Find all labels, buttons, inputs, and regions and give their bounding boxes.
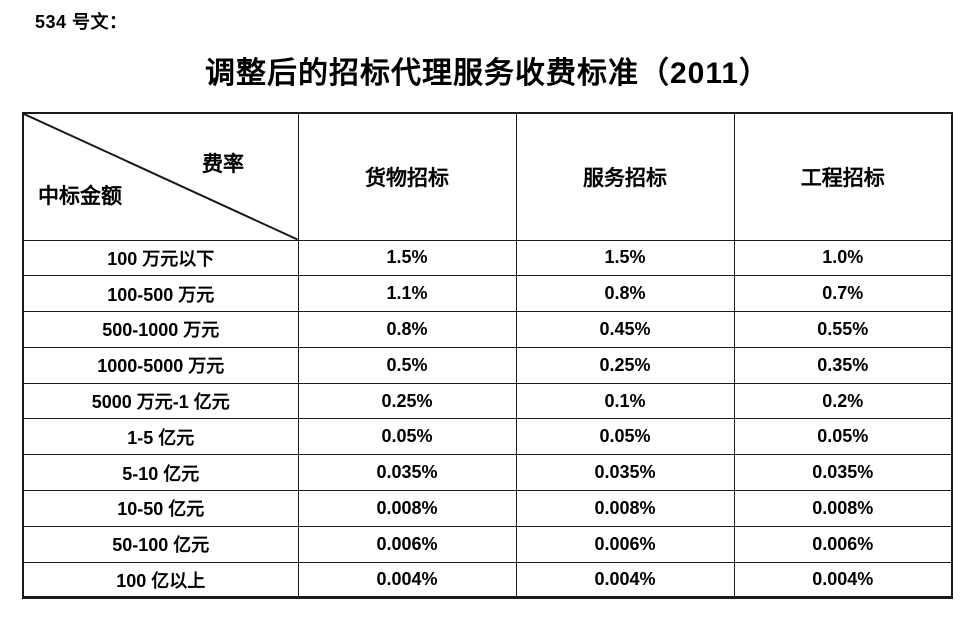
table-header: 费率 中标金额 货物招标 服务招标 工程招标 bbox=[22, 112, 953, 241]
fee-rate-cell: 0.004% bbox=[515, 561, 735, 599]
table-row: 500-1000 万元 0.8% 0.45% 0.55% bbox=[22, 311, 953, 348]
fee-rate-cell: 0.006% bbox=[515, 525, 735, 563]
fee-rate-cell: 0.55% bbox=[733, 311, 953, 348]
amount-range-cell: 10-50 亿元 bbox=[22, 490, 299, 527]
fee-rate-cell: 0.006% bbox=[733, 525, 953, 563]
fee-rate-cell: 0.008% bbox=[515, 490, 735, 527]
fee-rate-cell: 0.008% bbox=[733, 490, 953, 527]
fee-rate-cell: 0.25% bbox=[297, 382, 517, 420]
fee-rate-cell: 0.45% bbox=[515, 311, 735, 348]
fee-rate-cell: 1.5% bbox=[515, 239, 735, 277]
table-row: 50-100 亿元 0.006% 0.006% 0.006% bbox=[22, 525, 953, 563]
fee-rate-cell: 0.035% bbox=[515, 454, 735, 492]
amount-range-cell: 1-5 亿元 bbox=[22, 418, 299, 456]
fee-rate-cell: 0.004% bbox=[733, 561, 953, 599]
fee-rate-cell: 0.5% bbox=[297, 346, 517, 384]
fee-rate-cell: 0.2% bbox=[733, 382, 953, 420]
diagonal-divider-line bbox=[24, 114, 298, 240]
fee-rate-cell: 0.35% bbox=[733, 346, 953, 384]
fee-rate-cell: 0.006% bbox=[297, 525, 517, 563]
column-header-goods: 货物招标 bbox=[297, 112, 517, 241]
fee-rate-cell: 1.5% bbox=[297, 239, 517, 277]
fee-rate-cell: 0.008% bbox=[297, 490, 517, 527]
fee-rate-cell: 0.035% bbox=[733, 454, 953, 492]
amount-range-cell: 1000-5000 万元 bbox=[22, 346, 299, 384]
fee-rate-cell: 0.8% bbox=[297, 311, 517, 348]
doc-number-label: 534 号文： bbox=[35, 12, 128, 32]
amount-range-cell: 100 万元以下 bbox=[22, 239, 299, 277]
fee-rate-cell: 0.05% bbox=[515, 418, 735, 456]
table-row: 100-500 万元 1.1% 0.8% 0.7% bbox=[22, 275, 953, 313]
fee-rate-cell: 0.05% bbox=[297, 418, 517, 456]
fee-rate-cell: 0.004% bbox=[297, 561, 517, 599]
table-row: 1000-5000 万元 0.5% 0.25% 0.35% bbox=[22, 346, 953, 384]
amount-range-cell: 100-500 万元 bbox=[22, 275, 299, 313]
fee-rate-cell: 0.05% bbox=[733, 418, 953, 456]
fee-rate-cell: 1.0% bbox=[733, 239, 953, 277]
table-row: 100 万元以下 1.5% 1.5% 1.0% bbox=[22, 239, 953, 277]
fee-rate-cell: 0.1% bbox=[515, 382, 735, 420]
header-row: 费率 中标金额 货物招标 服务招标 工程招标 bbox=[22, 112, 953, 241]
fee-rate-cell: 1.1% bbox=[297, 275, 517, 313]
amount-range-cell: 5000 万元-1 亿元 bbox=[22, 382, 299, 420]
amount-range-cell: 500-1000 万元 bbox=[22, 311, 299, 348]
page-title: 调整后的招标代理服务收费标准（2011） bbox=[204, 57, 771, 90]
fee-table-body: 100 万元以下 1.5% 1.5% 1.0% 100-500 万元 1.1% 0.8% 0.… bbox=[22, 239, 953, 599]
table-row: 5000 万元-1 亿元 0.25% 0.1% 0.2% bbox=[22, 382, 953, 420]
fee-rate-cell: 0.7% bbox=[733, 275, 953, 313]
table-row: 10-50 亿元 0.008% 0.008% 0.008% bbox=[22, 490, 953, 527]
column-header-services: 服务招标 bbox=[515, 112, 735, 241]
fee-rate-cell: 0.8% bbox=[515, 275, 735, 313]
table-row: 1-5 亿元 0.05% 0.05% 0.05% bbox=[22, 418, 953, 456]
amount-range-cell: 100 亿以上 bbox=[22, 561, 299, 599]
fee-rate-table: 费率 中标金额 货物招标 服务招标 工程招标 100 万元以下 1.5% 1.5% 1… bbox=[22, 112, 953, 600]
fee-rate-cell: 0.035% bbox=[297, 454, 517, 492]
column-header-engineering: 工程招标 bbox=[733, 112, 953, 241]
table-row: 5-10 亿元 0.035% 0.035% 0.035% bbox=[22, 454, 953, 492]
diagonal-corner-cell: 费率 中标金额 bbox=[22, 112, 299, 241]
table-row: 100 亿以上 0.004% 0.004% 0.004% bbox=[22, 561, 953, 599]
amount-range-cell: 50-100 亿元 bbox=[22, 525, 299, 563]
fee-rate-cell: 0.25% bbox=[515, 346, 735, 384]
amount-range-cell: 5-10 亿元 bbox=[22, 454, 299, 492]
corner-label-amount: 中标金额 bbox=[38, 185, 122, 208]
corner-label-rate: 费率 bbox=[202, 153, 244, 176]
